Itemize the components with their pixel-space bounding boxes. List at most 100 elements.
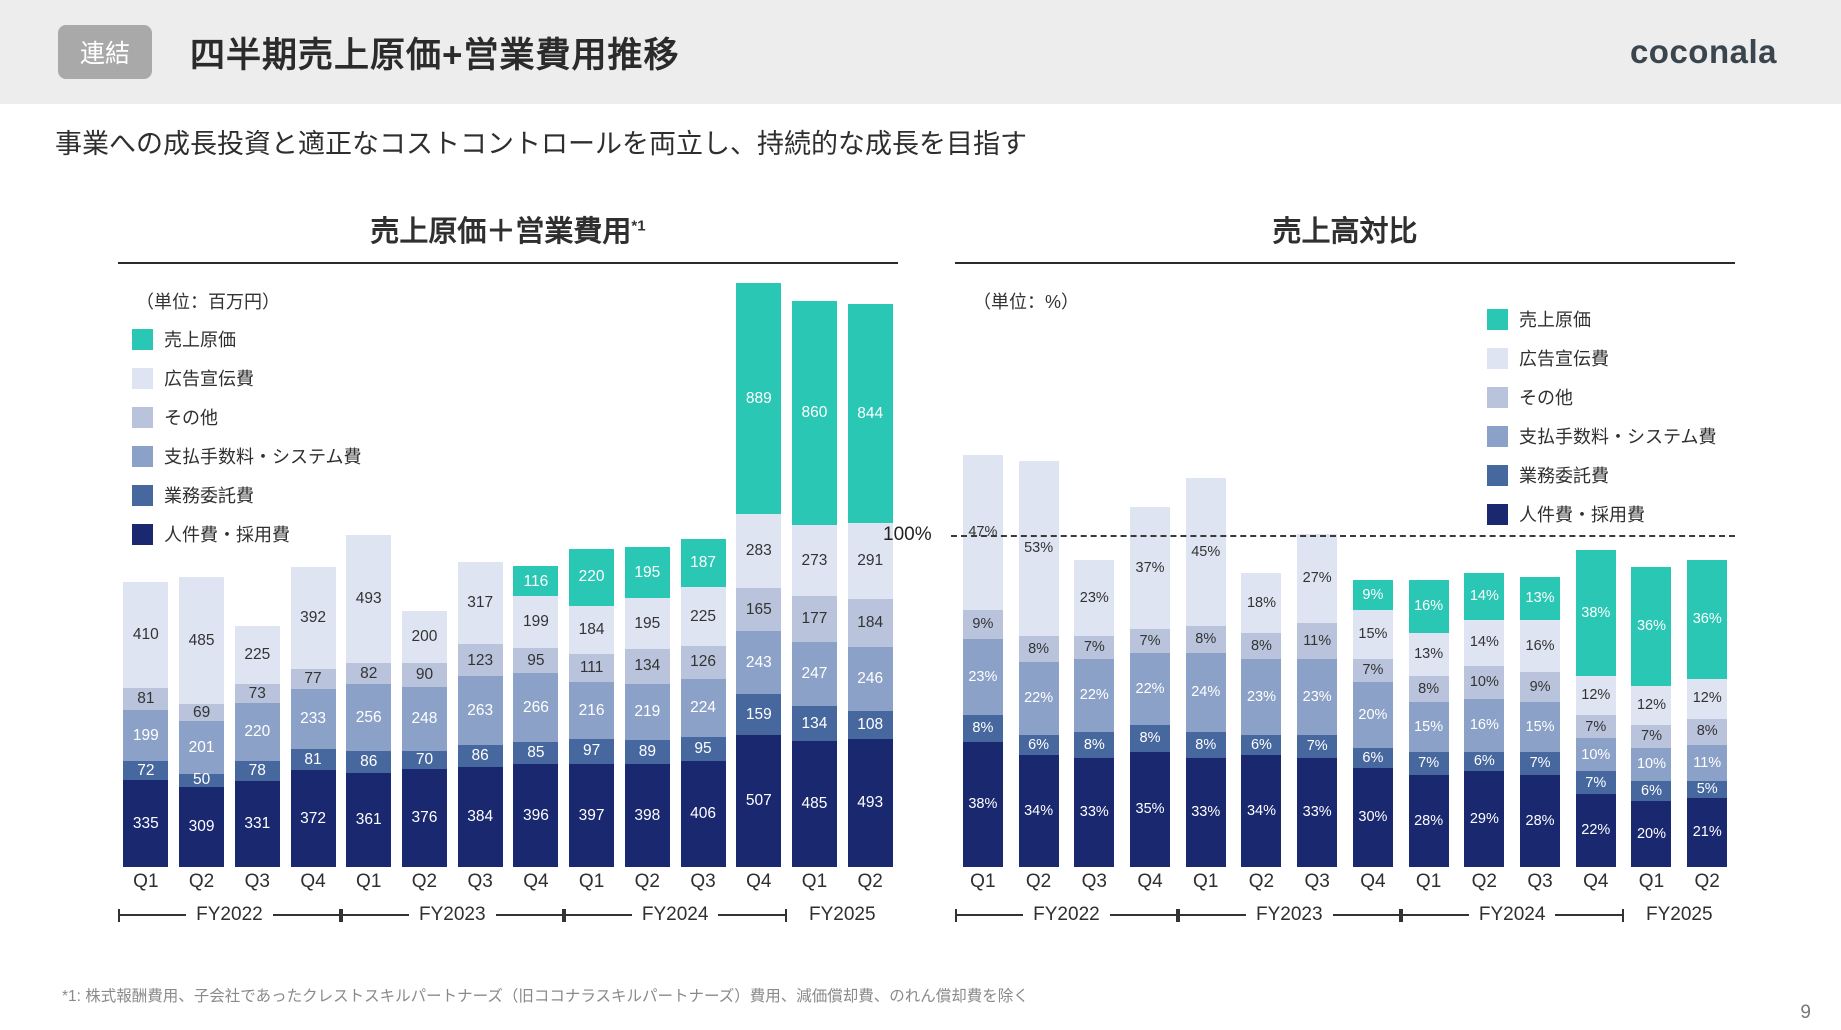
segment-advertising: 53% <box>1018 461 1059 637</box>
segment-outsourcing: 5% <box>1687 781 1728 798</box>
segment-fees-system: 266 <box>513 672 559 742</box>
bar-slot: 30% 6% 20% 7% 15% 9% <box>1345 579 1401 867</box>
segment-other: 7% <box>1631 725 1672 749</box>
segment-advertising: 195 <box>624 598 670 649</box>
segment-outsourcing: 6% <box>1631 781 1672 801</box>
bar-stack-q3-6: 33% 7% 23% 11% 27% <box>1297 533 1338 867</box>
bar-stack-q1-12: 485 134 247 177 273 860 <box>791 301 837 867</box>
segment-outsourcing: 159 <box>736 693 782 736</box>
segment-advertising: 47% <box>962 454 1003 610</box>
segment-advertising: 37% <box>1130 507 1171 630</box>
bar-slot: 33% 8% 22% 7% 23% <box>1066 560 1122 867</box>
segment-cost-of-sales: 187 <box>680 538 726 588</box>
segment-fees-system: 15% <box>1408 702 1449 752</box>
left-unit-label: （単位：百万円） <box>136 292 280 312</box>
fy-group-fy2024: FY2024 <box>1400 904 1624 926</box>
segment-advertising: 27% <box>1297 533 1338 623</box>
bar-stack-q1-0: 38% 8% 23% 9% 47% <box>962 454 1003 867</box>
fy-bracket-tick <box>1398 908 1401 922</box>
segment-advertising: 12% <box>1631 685 1672 726</box>
segment-personnel: 485 <box>791 740 837 867</box>
subtitle: 事業への成長投資と適正なコストコントロールを両立し、持続的な成長を目指す <box>55 129 1027 159</box>
segment-other: 123 <box>457 644 503 677</box>
bar-slot: 485 134 247 177 273 860 <box>787 301 843 867</box>
quarter-label: Q4 <box>1583 871 1609 892</box>
legend-item-personnel: 人件費・採用費 <box>1487 501 1716 527</box>
segment-advertising: 410 <box>123 581 169 689</box>
segment-fees-system: 23% <box>1241 659 1282 736</box>
segment-fees-system: 247 <box>791 641 837 707</box>
segment-other: 8% <box>1408 675 1449 703</box>
fiscal-year-label: FY2024 <box>1478 904 1546 925</box>
segment-advertising: 12% <box>1575 675 1616 716</box>
segment-cost-of-sales: 14% <box>1464 573 1505 620</box>
left-fiscal-year-axis: FY2022 FY2023 FY2024 FY2025 <box>118 904 898 926</box>
segment-personnel: 33% <box>1297 758 1338 867</box>
segment-personnel: 34% <box>1241 754 1282 867</box>
segment-fees-system: 199 <box>123 709 169 762</box>
header-bar: 連結 四半期売上原価+営業費用推移 coconala <box>0 0 1841 104</box>
bar-slot: 397 97 216 111 184 220 <box>564 548 620 867</box>
scope-badge: 連結 <box>58 25 153 79</box>
segment-cost-of-sales: 116 <box>513 566 559 597</box>
fy-bracket-tick <box>118 908 120 922</box>
quarter-label: Q1 <box>970 871 996 892</box>
segment-personnel: 493 <box>847 738 893 867</box>
revenue-ratio-chart: 売上高対比 （単位：%） 売上原価 広告宣伝費 その他 支払手数料・システム費 業務委託… <box>883 208 1735 925</box>
fy-bracket-tick <box>1400 908 1403 922</box>
quarter-label: Q1 <box>1638 871 1665 892</box>
bar-slot: 493 108 246 184 291 844 <box>842 303 898 867</box>
legend-label-outsourcing: 業務委託費 <box>1519 466 1609 486</box>
fy-bracket-tick <box>340 908 343 922</box>
fy-group-fy2025: FY2025 <box>787 904 898 926</box>
page-title: 四半期売上原価+営業費用推移 <box>190 35 680 75</box>
segment-cost-of-sales: 889 <box>736 283 782 515</box>
legend-swatch-fees-system <box>132 445 153 467</box>
legend-item-outsourcing: 業務委託費 <box>132 482 361 508</box>
fy-bracket-line <box>957 914 1024 916</box>
segment-advertising: 13% <box>1408 632 1449 676</box>
legend-swatch-cost-of-sales <box>1487 308 1508 330</box>
bar-stack-q2-13: 493 108 246 184 291 844 <box>847 303 893 867</box>
segment-advertising: 283 <box>736 514 782 588</box>
legend-label-other: その他 <box>1519 388 1573 408</box>
fiscal-year-label: FY2023 <box>419 904 486 925</box>
segment-cost-of-sales: 195 <box>624 547 670 599</box>
segment-fees-system: 243 <box>736 630 782 694</box>
fy-group-fy2022: FY2022 <box>118 904 341 926</box>
segment-advertising: 12% <box>1687 678 1728 719</box>
footnote-marker: *1 <box>631 217 646 235</box>
fy-bracket-tick <box>784 908 787 922</box>
legend-swatch-outsourcing <box>1487 464 1508 486</box>
segment-outsourcing: 86 <box>457 744 503 768</box>
segment-personnel: 33% <box>1074 758 1115 867</box>
segment-fees-system: 248 <box>401 686 447 752</box>
legend-item-fees-system: 支払手数料・システム費 <box>132 443 361 469</box>
bar-stack-q1-0: 335 72 199 81 410 <box>123 581 169 867</box>
segment-other: 8% <box>1241 632 1282 660</box>
legend-swatch-personnel <box>132 523 153 545</box>
legend-item-other: その他 <box>1487 384 1716 410</box>
legend-label-personnel: 人件費・採用費 <box>164 525 290 545</box>
quarter-label: Q2 <box>634 871 660 892</box>
fy-bracket-line <box>495 914 562 916</box>
legend-label-fees-system: 支払手数料・システム費 <box>164 447 362 467</box>
bar-stack-q3-10: 406 95 224 126 225 187 <box>680 538 726 867</box>
segment-personnel: 335 <box>123 779 169 867</box>
segment-advertising: 18% <box>1241 573 1282 633</box>
segment-other: 9% <box>962 609 1003 640</box>
bar-stack-q4-11: 22% 7% 10% 7% 12% 38% <box>1575 550 1616 867</box>
segment-advertising: 225 <box>680 587 726 646</box>
fiscal-year-label: FY2025 <box>809 904 876 925</box>
segment-fees-system: 22% <box>1130 652 1171 726</box>
bar-slot: 398 89 219 134 195 195 <box>619 547 675 867</box>
bar-stack-q2-9: 29% 6% 16% 10% 14% 14% <box>1464 573 1505 867</box>
legend-label-fees-system: 支払手数料・システム費 <box>1519 427 1717 447</box>
quarter-label: Q1 <box>133 871 159 892</box>
segment-fees-system: 20% <box>1352 682 1393 749</box>
segment-personnel: 361 <box>346 773 392 867</box>
bar-slot: 376 70 248 90 200 <box>397 611 453 867</box>
bar-stack-q4-7: 396 85 266 95 199 116 <box>513 566 559 867</box>
segment-personnel: 309 <box>179 786 225 867</box>
right-plot: 38% 8% 23% 9% 47% 34% 6% 22% 8% 53% 33% 8% 22% 7% 23% 3… <box>883 277 1735 867</box>
